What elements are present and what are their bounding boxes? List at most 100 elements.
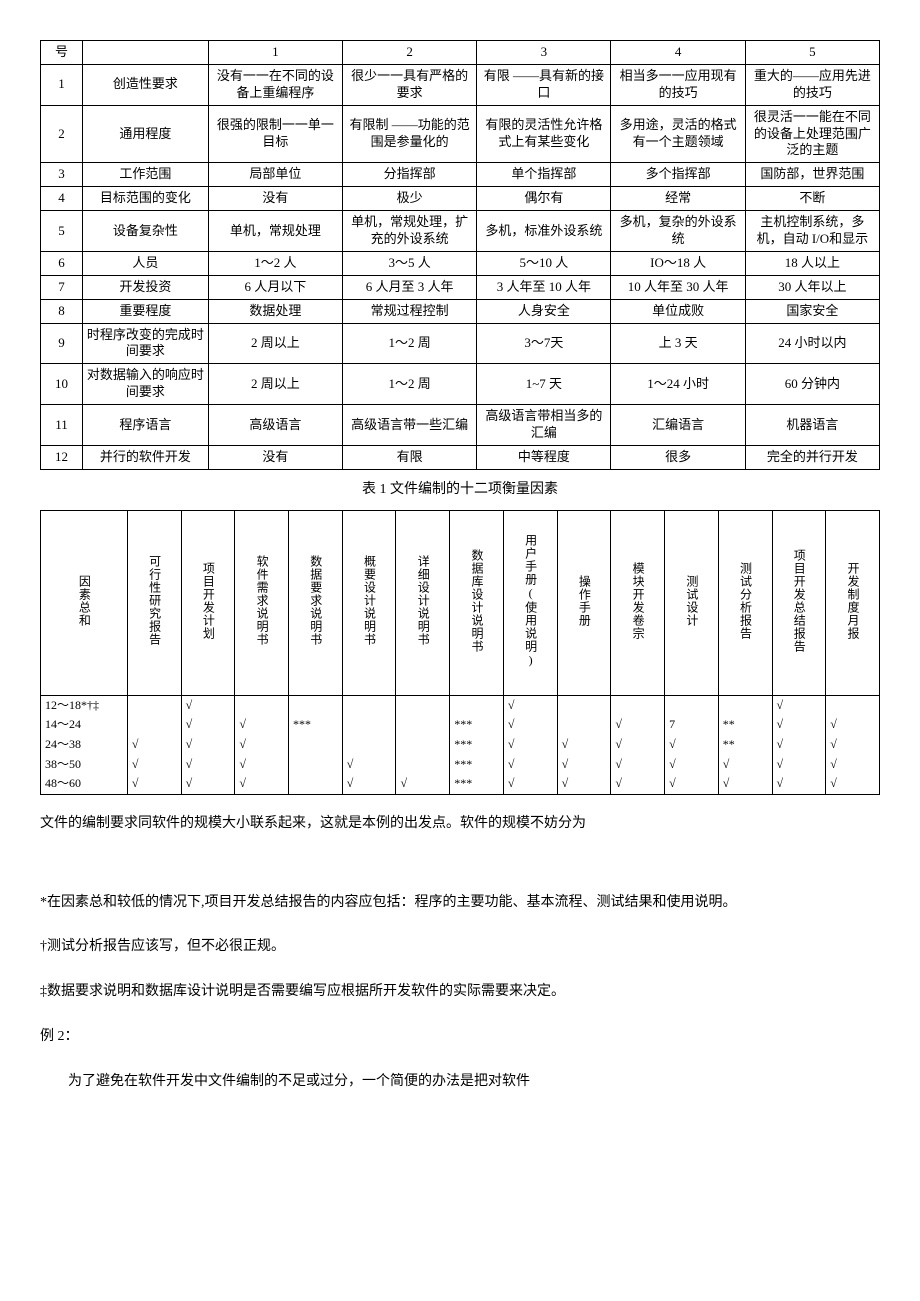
matrix-cell: ***	[450, 774, 504, 794]
table-cell: 6	[41, 251, 83, 275]
table-cell: 30 人年以上	[745, 275, 879, 299]
table-cell: 5	[41, 211, 83, 252]
matrix-cell: **	[718, 715, 772, 735]
table-cell: 很少一一具有严格的要求	[343, 64, 477, 105]
table-row: 4目标范围的变化没有极少偶尔有经常不断	[41, 187, 880, 211]
header-cell: 5	[745, 41, 879, 65]
table-cell: 极少	[343, 187, 477, 211]
matrix-cell: √	[503, 735, 557, 755]
matrix-cell: √	[718, 774, 772, 794]
matrix-cell	[289, 755, 343, 775]
matrix-cell: 38～50	[41, 755, 128, 775]
col-header: 概要设计说明书	[361, 555, 378, 646]
matrix-cell	[342, 735, 396, 755]
matrix-cell: ***	[450, 715, 504, 735]
col-header: 测试设计	[683, 575, 700, 627]
matrix-cell: 7	[665, 715, 719, 735]
header-cell: 1	[208, 41, 342, 65]
table-cell: 6 人月至 3 人年	[343, 275, 477, 299]
documents-matrix-table: 因素总和 可行性研究报告 项目开发计划 软件需求说明书 数据要求说明书 概要设计…	[40, 510, 880, 795]
table-cell: 很灵活一一能在不同的设备上处理范围广泛的主题	[745, 105, 879, 163]
matrix-cell: √	[557, 735, 611, 755]
header-cell: 4	[611, 41, 745, 65]
table-cell: 单机，常规处理	[208, 211, 342, 252]
matrix-cell: √	[181, 715, 235, 735]
matrix-cell: √	[181, 755, 235, 775]
table-cell: 时程序改变的完成时间要求	[82, 323, 208, 364]
col-header: 因素总和	[76, 575, 93, 627]
table-row: 1创造性要求没有一一在不同的设备上重编程序很少一一具有严格的要求有限 ——具有新…	[41, 64, 880, 105]
table-cell: 主机控制系统，多机，自动 I/O和显示	[745, 211, 879, 252]
table-cell: 4	[41, 187, 83, 211]
table-row: 5设备复杂性单机，常规处理单机，常规处理，扩充的外设系统多机，标准外设系统多机，…	[41, 211, 880, 252]
matrix-cell: √	[396, 774, 450, 794]
table-cell: 3～7天	[477, 323, 611, 364]
matrix-cell: √	[235, 735, 289, 755]
paragraph-footnote: †测试分析报告应该写，但不必很正规。	[40, 932, 880, 963]
matrix-cell: √	[235, 774, 289, 794]
table-cell: 并行的软件开发	[82, 445, 208, 469]
table-cell: 12	[41, 445, 83, 469]
table-cell: 经常	[611, 187, 745, 211]
matrix-cell: √	[611, 735, 665, 755]
table-row: 6人员1～2 人3～5 人5～10 人IO～18 人18 人以上	[41, 251, 880, 275]
matrix-cell	[826, 695, 880, 715]
table-cell: 创造性要求	[82, 64, 208, 105]
matrix-cell: ***	[450, 735, 504, 755]
matrix-cell	[718, 695, 772, 715]
table-cell: 1~7 天	[477, 364, 611, 405]
table-row: 11程序语言高级语言高级语言带一些汇编高级语言带相当多的汇编汇编语言机器语言	[41, 405, 880, 446]
matrix-cell: **	[718, 735, 772, 755]
table1-caption: 表 1 文件编制的十二项衡量因素	[40, 478, 880, 498]
table-cell: 上 3 天	[611, 323, 745, 364]
table-cell: 单机，常规处理，扩充的外设系统	[343, 211, 477, 252]
col-header: 模块开发卷宗	[629, 562, 646, 640]
matrix-cell	[665, 695, 719, 715]
matrix-header-row: 因素总和 可行性研究报告 项目开发计划 软件需求说明书 数据要求说明书 概要设计…	[41, 510, 880, 695]
col-header: 详细设计说明书	[414, 555, 431, 646]
matrix-cell: √	[718, 755, 772, 775]
matrix-cell	[396, 735, 450, 755]
table-cell: 人身安全	[477, 299, 611, 323]
col-header: 开发制度月报	[844, 562, 861, 640]
matrix-row: 12～18*†‡√√√	[41, 695, 880, 715]
table-cell: 1～2 周	[343, 364, 477, 405]
table-cell: 6 人月以下	[208, 275, 342, 299]
matrix-cell: √	[772, 715, 826, 735]
matrix-cell: √	[772, 735, 826, 755]
table-cell: 机器语言	[745, 405, 879, 446]
matrix-cell: √	[127, 755, 181, 775]
table-cell: 没有一一在不同的设备上重编程序	[208, 64, 342, 105]
header-cell: 2	[343, 41, 477, 65]
paragraph: 文件的编制要求同软件的规模大小联系起来，这就是本例的出发点。软件的规模不妨分为	[40, 809, 880, 840]
matrix-cell: √	[665, 755, 719, 775]
table-cell: 人员	[82, 251, 208, 275]
matrix-cell: 12～18*†‡	[41, 695, 128, 715]
table-cell: 程序语言	[82, 405, 208, 446]
table-cell: 有限制 ——功能的范围是参量化的	[343, 105, 477, 163]
table-cell: 10 人年至 30 人年	[611, 275, 745, 299]
table-cell: 多机，标准外设系统	[477, 211, 611, 252]
matrix-cell: √	[557, 755, 611, 775]
table-cell: 没有	[208, 187, 342, 211]
table-cell: 分指挥部	[343, 163, 477, 187]
table-cell: 24 小时以内	[745, 323, 879, 364]
table-cell: 18 人以上	[745, 251, 879, 275]
col-header: 测试分析报告	[737, 562, 754, 640]
matrix-cell: √	[127, 735, 181, 755]
matrix-row: 48～60√√√√√***√√√√√√√	[41, 774, 880, 794]
col-header: 操作手册	[576, 575, 593, 627]
matrix-cell: √	[772, 774, 826, 794]
matrix-cell: √	[772, 695, 826, 715]
table-cell: 多用途，灵活的格式有一个主题领域	[611, 105, 745, 163]
table-cell: 对数据输入的响应时间要求	[82, 364, 208, 405]
matrix-cell: √	[503, 715, 557, 735]
table-cell: 国家安全	[745, 299, 879, 323]
table-cell: 开发投资	[82, 275, 208, 299]
header-cell	[82, 41, 208, 65]
matrix-cell: √	[503, 695, 557, 715]
matrix-cell: √	[826, 735, 880, 755]
table-row: 7开发投资6 人月以下6 人月至 3 人年3 人年至 10 人年10 人年至 3…	[41, 275, 880, 299]
matrix-cell	[127, 715, 181, 735]
matrix-cell: √	[181, 774, 235, 794]
